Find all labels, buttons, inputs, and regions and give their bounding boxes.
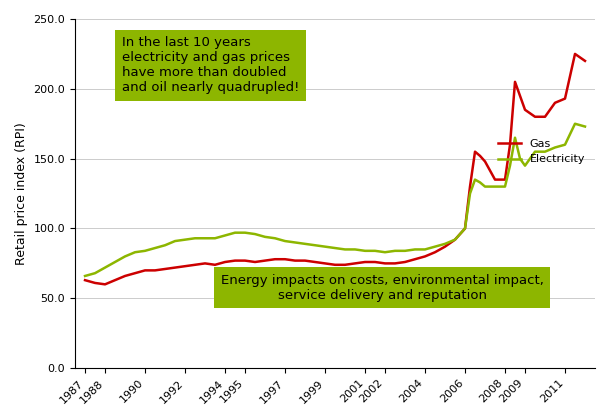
Y-axis label: Retail price index (RPI): Retail price index (RPI) [15,122,28,265]
Gas [531,114,539,119]
Line: Electricity: Electricity [85,124,585,276]
Gas [581,58,589,63]
Line: Gas: Gas [85,54,585,284]
Gas [192,262,199,267]
Gas [81,278,88,283]
Gas [292,258,299,263]
Electricity [211,236,218,241]
Electricity [81,273,88,278]
Electricity [581,124,589,129]
Text: Energy impacts on costs, environmental impact,
service delivery and reputation: Energy impacts on costs, environmental i… [221,274,544,302]
Electricity [561,142,569,147]
Electricity [522,163,529,168]
Gas [151,268,159,273]
Electricity [281,239,289,244]
Gas [221,260,229,265]
Electricity [572,121,579,126]
Gas [101,282,109,287]
Electricity [181,237,188,242]
Text: In the last 10 years
electricity and gas prices
have more than doubled
and oil n: In the last 10 years electricity and gas… [122,37,299,94]
Electricity [142,248,149,253]
Gas [572,51,579,56]
Legend: Gas, Electricity: Gas, Electricity [494,134,589,169]
Gas [561,96,569,101]
